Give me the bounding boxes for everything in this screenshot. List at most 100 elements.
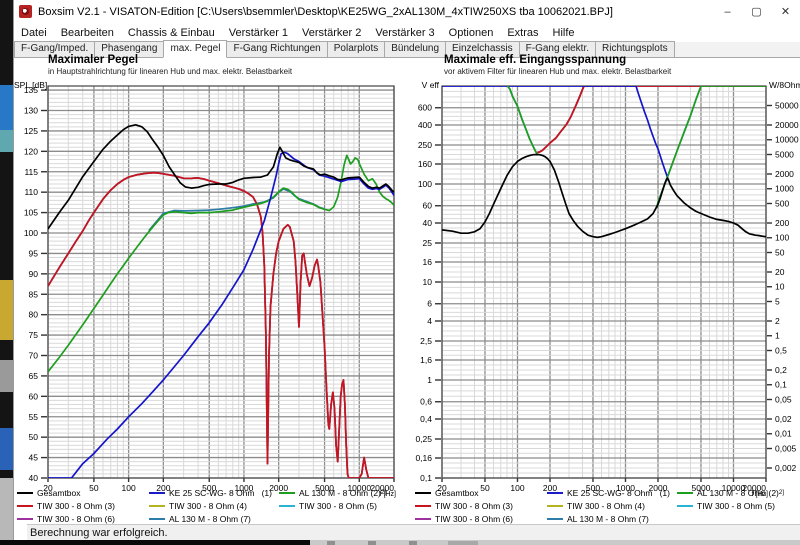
legend-swatch	[677, 492, 693, 494]
menu-item-optionen[interactable]: Optionen	[448, 26, 494, 39]
x-tick-label: 2000	[269, 483, 288, 493]
x-tick-label: 20	[437, 483, 447, 493]
taskbar-icon[interactable]	[409, 541, 417, 545]
left-chart-y-unit: SPL [dB]	[14, 80, 48, 90]
series-tiw-300-8-ohm-4-	[48, 171, 394, 478]
taskbar-icon[interactable]	[327, 541, 335, 545]
y2-tick-label: 0,002	[775, 463, 797, 473]
y2-tick-label: 0,02	[775, 414, 792, 424]
left-chart-x-unit: f [Hz]	[379, 491, 396, 498]
legend-label: TIW 300 - 8 Ohm (6)	[435, 514, 513, 524]
y-tick-label: 105	[24, 208, 38, 218]
y-tick-label: 400	[418, 120, 432, 130]
y-tick-label: 125	[24, 126, 38, 136]
desktop-blob	[0, 428, 13, 470]
tab-b-ndelung[interactable]: Bündelung	[384, 41, 447, 57]
legend-swatch	[17, 505, 33, 507]
tab-max-pegel[interactable]: max. Pegel	[163, 40, 228, 58]
x-tick-label: 200	[156, 483, 170, 493]
legend-swatch	[547, 518, 563, 520]
desktop-blob	[0, 130, 13, 152]
menu-item-hilfe[interactable]: Hilfe	[552, 26, 575, 39]
legend-label: TIW 300 - 8 Ohm (3)	[37, 501, 115, 511]
tab-f-gang-richtungen[interactable]: F-Gang Richtungen	[226, 41, 328, 57]
legend-label: TIW 300 - 8 Ohm (5)	[697, 501, 775, 511]
y-tick-label: 95	[29, 248, 39, 258]
y-tick-label: 250	[418, 140, 432, 150]
menu-item-bearbeiten[interactable]: Bearbeiten	[60, 26, 114, 39]
y-tick-label: 2,5	[420, 336, 432, 346]
y-tick-label: 85	[29, 289, 39, 299]
legend-item-tiw-300-8-ohm-6: TIW 300 - 8 Ohm (6)	[17, 514, 115, 524]
tab-polarplots[interactable]: Polarplots	[326, 41, 386, 57]
left-chart-title: Maximaler Pegel	[48, 54, 139, 66]
y-tick-label: 70	[29, 351, 39, 361]
legend-label: TIW 300 - 8 Ohm (3)	[435, 501, 513, 511]
y2-tick-label: 0,2	[775, 365, 787, 375]
menu-item-chassis-einbau[interactable]: Chassis & Einbau	[127, 26, 215, 39]
y2-tick-label: 2	[775, 316, 780, 326]
x-tick-label: 5000	[315, 483, 334, 493]
minimize-button[interactable]: –	[724, 5, 731, 18]
y-tick-label: 1,6	[420, 355, 432, 365]
series-al-130-m-8-ohm-2-	[48, 154, 394, 373]
menu-item-verst-rker-2[interactable]: Verstärker 2	[302, 26, 362, 39]
maximize-button[interactable]: ▢	[751, 6, 762, 18]
y2-tick-label: 50000	[775, 100, 799, 110]
legend-label: TIW 300 - 8 Ohm (4)	[567, 501, 645, 511]
legend-swatch	[17, 518, 33, 520]
x-tick-label: 50	[89, 483, 99, 493]
series-tiw-300-8-ohm-5-	[535, 86, 766, 154]
right-chart-subtitle: vor aktivem Filter für linearen Hub und …	[444, 67, 672, 76]
x-tick-label: 10000	[722, 483, 746, 493]
legend-swatch	[415, 518, 431, 520]
x-tick-label: 50	[480, 483, 490, 493]
taskbar-icon[interactable]	[368, 541, 376, 545]
window-title: Boxsim V2.1 - VISATON-Edition [C:\Users\…	[38, 5, 613, 18]
legend-swatch	[17, 492, 33, 494]
y2-tick-label: 1	[775, 331, 780, 341]
menu-item-verst-rker-1[interactable]: Verstärker 1	[228, 26, 289, 39]
desktop-blob	[0, 360, 13, 392]
legend-item-al-130-m-8-ohm-2: AL 130 M - 8 Ohm (2) 2]	[677, 488, 784, 498]
title-bar[interactable]: Boxsim V2.1 - VISATON-Edition [C:\Users\…	[14, 0, 800, 23]
taskbar-light-segment	[310, 540, 800, 545]
y-tick-label: 100	[24, 228, 38, 238]
series-tiw-300-8-ohm-3-	[535, 86, 766, 154]
tab-richtungsplots[interactable]: Richtungsplots	[595, 41, 675, 57]
desktop-blob	[0, 280, 13, 340]
legend-swatch	[279, 492, 295, 494]
taskbar-sliver	[0, 540, 800, 545]
right-chart-title: Maximale eff. Eingangsspannung	[444, 54, 627, 66]
legend-swatch	[547, 492, 563, 494]
close-button[interactable]: ✕	[780, 6, 791, 18]
legend-swatch	[415, 492, 431, 494]
menu-item-extras[interactable]: Extras	[507, 26, 539, 39]
desktop-blob	[0, 478, 13, 545]
right-chart-y-unit: V eff	[421, 80, 439, 90]
y-tick-label: 110	[24, 187, 38, 197]
y-tick-label: 10	[423, 277, 433, 287]
x-tick-label: 5000	[692, 483, 711, 493]
y-tick-label: 60	[29, 391, 39, 401]
y-tick-label: 65	[29, 371, 39, 381]
series-tiw-300-8-ohm-3-	[48, 171, 394, 478]
taskbar-clock-area	[448, 541, 478, 545]
legend-swatch	[677, 505, 693, 507]
legend-item-ke-25-sc-wg-8-ohm-1: KE 25 SC-WG- 8 Ohm (1)	[149, 488, 272, 498]
y2-tick-label: 0,05	[775, 394, 792, 404]
legend-swatch	[149, 518, 165, 520]
y2-tick-label: 500	[775, 198, 789, 208]
series-tiw-300-8-ohm-6-	[535, 86, 766, 154]
y2-tick-label: 0,005	[775, 443, 797, 453]
menu-item-verst-rker-3[interactable]: Verstärker 3	[375, 26, 435, 39]
y-tick-label: 120	[24, 146, 38, 156]
legend-item-gesamtbox: Gesamtbox	[17, 488, 80, 498]
menu-item-datei[interactable]: Datei	[21, 26, 47, 39]
y-tick-label: 0,16	[415, 453, 432, 463]
legend-label: AL 130 M - 8 Ohm (7)	[169, 514, 251, 524]
x-tick-label: 500	[202, 483, 216, 493]
legend-label: TIW 300 - 8 Ohm (5)	[299, 501, 377, 511]
y-tick-label: 135	[24, 85, 38, 95]
